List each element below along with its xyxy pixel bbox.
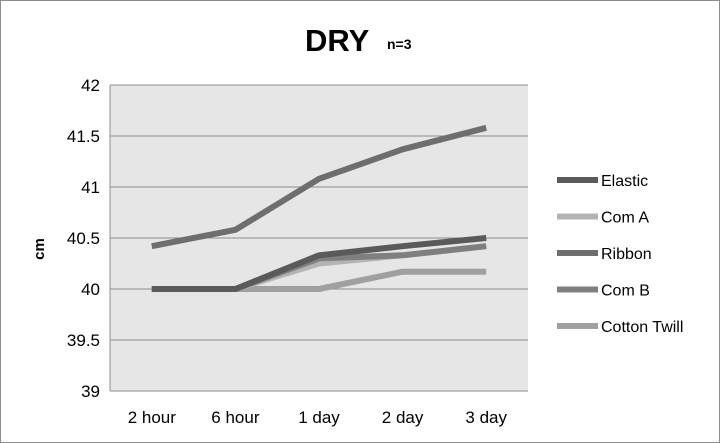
x-tick-label: 3 day bbox=[465, 408, 507, 427]
x-axis-ticks: 2 hour 6 hour 1 day 2 day 3 day bbox=[128, 408, 508, 427]
y-tick-label: 40 bbox=[81, 280, 100, 299]
legend-label: Elastic bbox=[601, 173, 648, 190]
chart-title: DRY bbox=[305, 23, 370, 58]
legend-label: Cotton Twill bbox=[601, 319, 683, 336]
series-line-elastic bbox=[151, 235, 487, 292]
legend: Elastic Com A Ribbon Com B Cotton Twill bbox=[557, 173, 683, 336]
series-lines bbox=[151, 124, 487, 292]
y-tick-label: 41 bbox=[81, 178, 100, 197]
x-tick-label: 2 day bbox=[382, 408, 424, 427]
x-tick-label: 2 hour bbox=[128, 408, 177, 427]
y-tick-label: 41.5 bbox=[67, 127, 100, 146]
chart-subtitle: n=3 bbox=[387, 36, 412, 52]
legend-label: Com A bbox=[601, 210, 649, 227]
y-tick-label: 39 bbox=[81, 382, 100, 401]
legend-label: Com B bbox=[601, 283, 650, 300]
y-tick-label: 39.5 bbox=[67, 331, 100, 350]
x-tick-label: 6 hour bbox=[211, 408, 260, 427]
y-tick-label: 42 bbox=[81, 76, 100, 95]
y-axis-label: cm bbox=[31, 238, 48, 260]
x-tick-label: 1 day bbox=[298, 408, 340, 427]
y-axis-ticks: 39 39.5 40 40.5 41 41.5 42 bbox=[67, 76, 100, 401]
series-line-ribbon bbox=[151, 124, 487, 250]
y-tick-label: 40.5 bbox=[67, 229, 100, 248]
legend-label: Ribbon bbox=[601, 246, 652, 263]
